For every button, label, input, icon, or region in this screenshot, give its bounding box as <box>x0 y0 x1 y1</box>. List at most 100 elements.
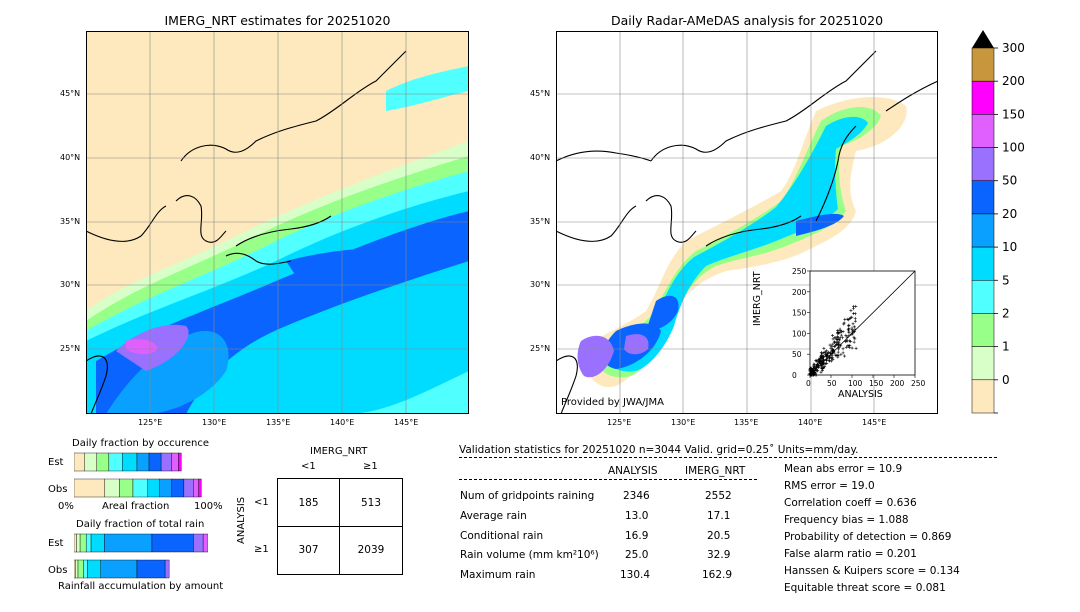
bar-segment <box>104 533 153 553</box>
colorbar-tick-label: 0 <box>1002 373 1010 387</box>
scatter-point <box>820 352 824 356</box>
scatter-point <box>842 321 846 325</box>
scatter-point <box>841 336 845 340</box>
occurrence-est-label: Est <box>48 457 64 468</box>
scatter-point <box>832 349 836 353</box>
scatter-point <box>853 330 857 334</box>
scatter-point <box>839 353 843 357</box>
scatter-point <box>852 311 856 315</box>
total-rain-chart <box>73 532 209 580</box>
validation-row-label: Num of gridpoints raining <box>460 490 595 502</box>
scatter-point <box>819 364 823 368</box>
bar-segment <box>108 452 123 472</box>
right-lon-label: 130°E <box>671 418 696 427</box>
scatter-point <box>815 360 819 364</box>
right-lon-label: 125°E <box>607 418 632 427</box>
scatter-point <box>836 331 840 335</box>
scatter-point <box>831 356 835 360</box>
right-lon-label: 145°E <box>862 418 887 427</box>
total-rain-est-label: Est <box>48 538 64 549</box>
scatter-point <box>836 350 840 354</box>
colorbar-swatch <box>971 246 995 281</box>
score-line: Probability of detection = 0.869 <box>784 531 952 543</box>
score-line: Correlation coeff = 0.636 <box>784 497 917 509</box>
contingency-row-ge1: ≥1 <box>254 544 269 555</box>
contingency-col-header: IMERG_NRT <box>310 446 368 457</box>
colorbar-swatch <box>971 80 995 115</box>
scatter-point <box>837 341 841 345</box>
scatter-point <box>833 336 837 340</box>
scatter-ylabel: IMERG_NRT <box>752 271 763 326</box>
scatter-xtick-label: 150 <box>869 379 884 388</box>
scatter-point <box>837 337 841 341</box>
right-map-canvas <box>555 31 939 415</box>
scatter-xtick-label: 250 <box>911 379 926 388</box>
left-lon-label: 140°E <box>330 418 355 427</box>
scatter-point <box>842 354 846 358</box>
left-lat-label: 40°N <box>60 153 81 162</box>
scatter-point <box>820 356 824 360</box>
bar-segment <box>73 452 85 472</box>
scatter-point <box>818 357 822 361</box>
scatter-point <box>845 339 849 343</box>
contingency-cell-b: 513 <box>360 497 382 509</box>
bar-segment <box>160 452 173 472</box>
right-lat-label: 30°N <box>530 280 551 289</box>
bar-segment <box>198 478 202 498</box>
scatter-point <box>847 339 851 343</box>
scatter-ytick-label: 250 <box>792 267 807 276</box>
colorbar-swatch <box>971 213 995 248</box>
scatter-point <box>831 333 835 337</box>
scatter-point <box>811 368 815 372</box>
colorbar-swatch <box>971 313 995 347</box>
bar-segment <box>90 533 105 553</box>
scatter-point <box>841 351 845 355</box>
scatter-point <box>825 355 829 359</box>
scatter-point <box>839 333 843 337</box>
scatter-point <box>836 336 840 340</box>
data-credit: Provided by JWA/JMA <box>561 397 664 408</box>
occurrence-axis-left: 0% <box>58 501 74 512</box>
validation-row-imerg: 17.1 <box>707 510 731 522</box>
scatter-point <box>816 368 820 372</box>
colorbar-swatch <box>971 114 995 148</box>
scatter-point <box>819 370 823 374</box>
validation-header: Validation statistics for 20251020 n=304… <box>459 444 859 456</box>
scatter-point <box>851 322 855 326</box>
left-map <box>85 31 469 415</box>
scatter-point <box>824 350 828 354</box>
colorbar-swatch <box>971 280 995 314</box>
scatter-point <box>853 327 857 331</box>
scatter-point <box>825 357 829 361</box>
scatter-point <box>828 355 832 359</box>
validation-row-imerg: 2552 <box>705 490 732 502</box>
bar-segment <box>178 452 182 472</box>
scatter-point <box>820 360 824 364</box>
validation-row-analysis: 16.9 <box>625 530 649 542</box>
bar-segment <box>136 452 150 472</box>
contingency-row-lt1: <1 <box>254 497 269 508</box>
total-rain-title: Daily fraction of total rain <box>76 519 205 530</box>
bar-segment <box>136 559 166 579</box>
score-line: RMS error = 19.0 <box>784 480 875 492</box>
left-lon-label: 135°E <box>266 418 291 427</box>
bar-segment <box>193 533 204 553</box>
scatter-point <box>825 361 829 365</box>
validation-table-divider <box>459 479 757 480</box>
colorbar-tick-label: 100 <box>1002 141 1025 155</box>
scatter-point <box>830 348 834 352</box>
bar-segment <box>75 559 79 579</box>
scatter-point <box>852 325 856 329</box>
scatter-point <box>850 346 854 350</box>
validation-row-imerg: 162.9 <box>702 569 733 581</box>
left-lon-label: 130°E <box>202 418 227 427</box>
scatter-point <box>848 343 852 347</box>
scatter-point <box>841 347 845 351</box>
contingency-table: 185 513 307 2039 <box>277 478 403 575</box>
scatter-point <box>851 307 855 311</box>
scatter-ytick-label: 0 <box>792 371 797 380</box>
scatter-point <box>854 304 858 308</box>
scatter-point <box>822 365 826 369</box>
scatter-point <box>809 367 813 371</box>
colorbar-tick-label: 50 <box>1002 174 1017 188</box>
